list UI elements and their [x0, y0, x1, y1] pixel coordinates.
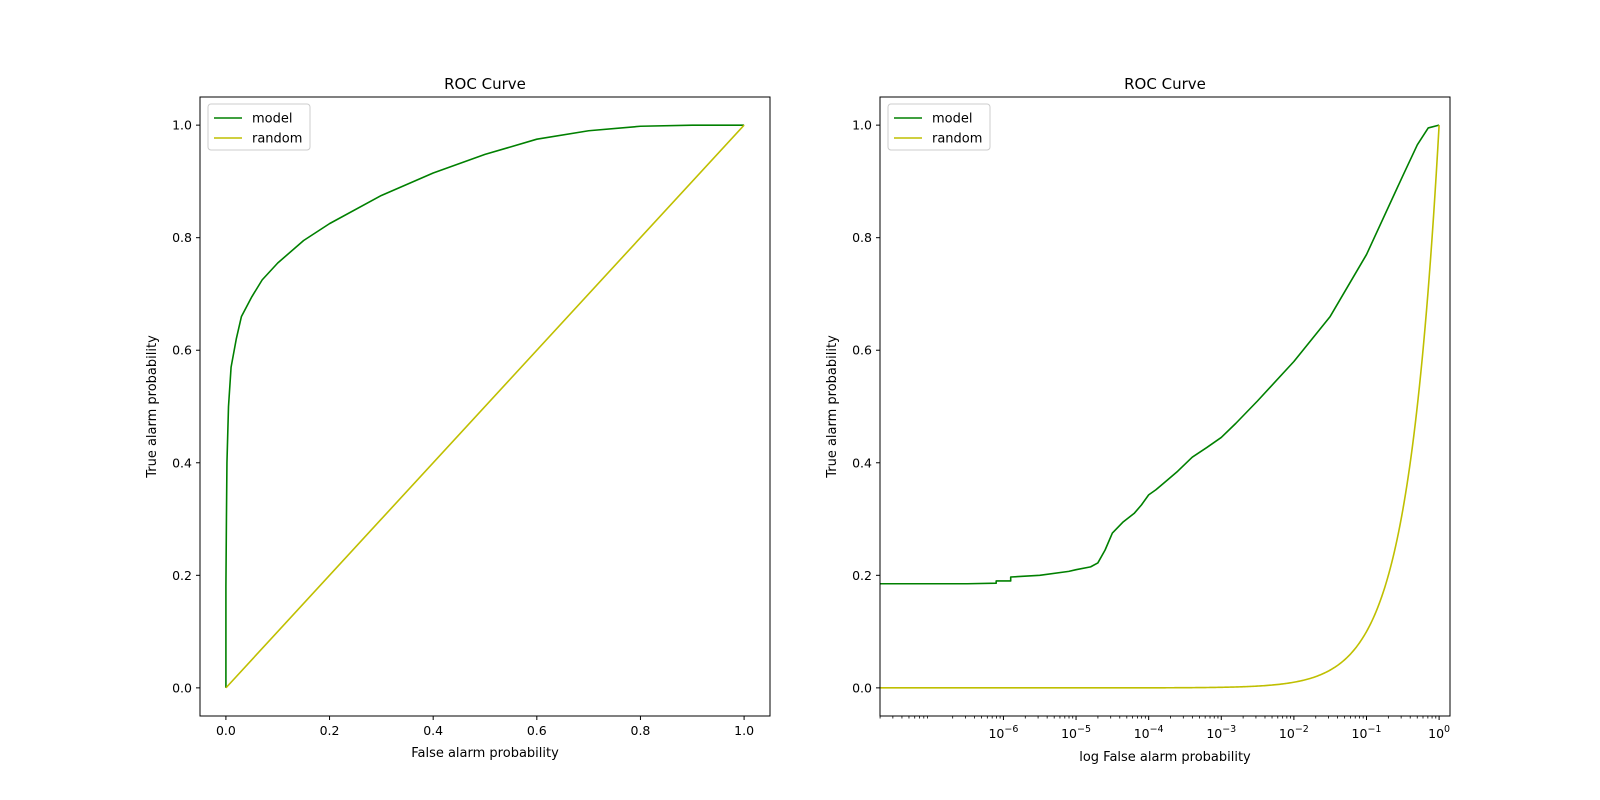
legend-label-random: random	[932, 132, 982, 147]
x-tick-label: 0.4	[423, 723, 443, 738]
x-tick-label: 10−4	[1134, 724, 1164, 741]
y-tick-label: 0.2	[172, 568, 192, 583]
x-tick-label: 10−6	[988, 724, 1018, 741]
y-tick-label: 0.2	[852, 568, 872, 583]
chart-panel-2: 0.0 0.2 0.4 0.6 0.8 1.0 10−6 10−5 10−4 10−3 10−2 10…	[825, 75, 1451, 765]
axes-frame	[879, 96, 1451, 717]
axes-frame	[199, 96, 771, 717]
y-axis-label: True alarm probability	[145, 335, 160, 479]
y-tick-label: 0.8	[852, 230, 872, 245]
y-tick-label: 0.0	[172, 680, 192, 695]
y-tick-label: 0.4	[172, 455, 192, 470]
chart-panel-1: 0.0 0.2 0.4 0.6 0.8 1.0 0.0 0.2 0.4 0.6 0.8 1.0 ROC …	[145, 75, 771, 761]
x-tick-label: 0.6	[527, 723, 547, 738]
series-line-model	[880, 124, 1440, 585]
chart-title: ROC Curve	[1124, 75, 1206, 93]
legend-label-model: model	[932, 112, 972, 127]
legend-label-model: model	[252, 112, 292, 127]
x-tick-label: 10−1	[1352, 724, 1382, 741]
series-group	[880, 124, 1440, 689]
y-tick-label: 0.0	[852, 680, 872, 695]
legend: model random	[887, 103, 991, 151]
y-tick-label: 0.6	[852, 343, 872, 358]
x-tick-label: 10−5	[1061, 724, 1091, 741]
x-tick-label: 0.0	[216, 723, 236, 738]
x-axis-label: False alarm probability	[411, 746, 559, 761]
x-tick-label: 0.8	[631, 723, 651, 738]
chart-title: ROC Curve	[444, 75, 526, 93]
y-tick-label: 1.0	[172, 118, 192, 133]
series-line-random	[880, 125, 1440, 689]
y-tick-label: 0.6	[172, 343, 192, 358]
legend-label-random: random	[252, 132, 302, 147]
y-tick-label: 0.4	[852, 455, 872, 470]
y-tick-label: 0.8	[172, 230, 192, 245]
y-axis-label: True alarm probability	[825, 335, 840, 479]
x-axis-label: log False alarm probability	[1079, 750, 1251, 765]
x-tick-label: 0.2	[320, 723, 340, 738]
x-tick-label: 100	[1428, 724, 1450, 741]
series-group	[225, 124, 745, 689]
y-tick-label: 1.0	[852, 118, 872, 133]
x-tick-label: 10−2	[1279, 724, 1309, 741]
series-line-random	[225, 124, 745, 689]
legend: model random	[207, 103, 311, 151]
x-tick-label: 10−3	[1206, 724, 1236, 741]
x-tick-label: 1.0	[734, 723, 754, 738]
series-line-model	[225, 124, 745, 688]
